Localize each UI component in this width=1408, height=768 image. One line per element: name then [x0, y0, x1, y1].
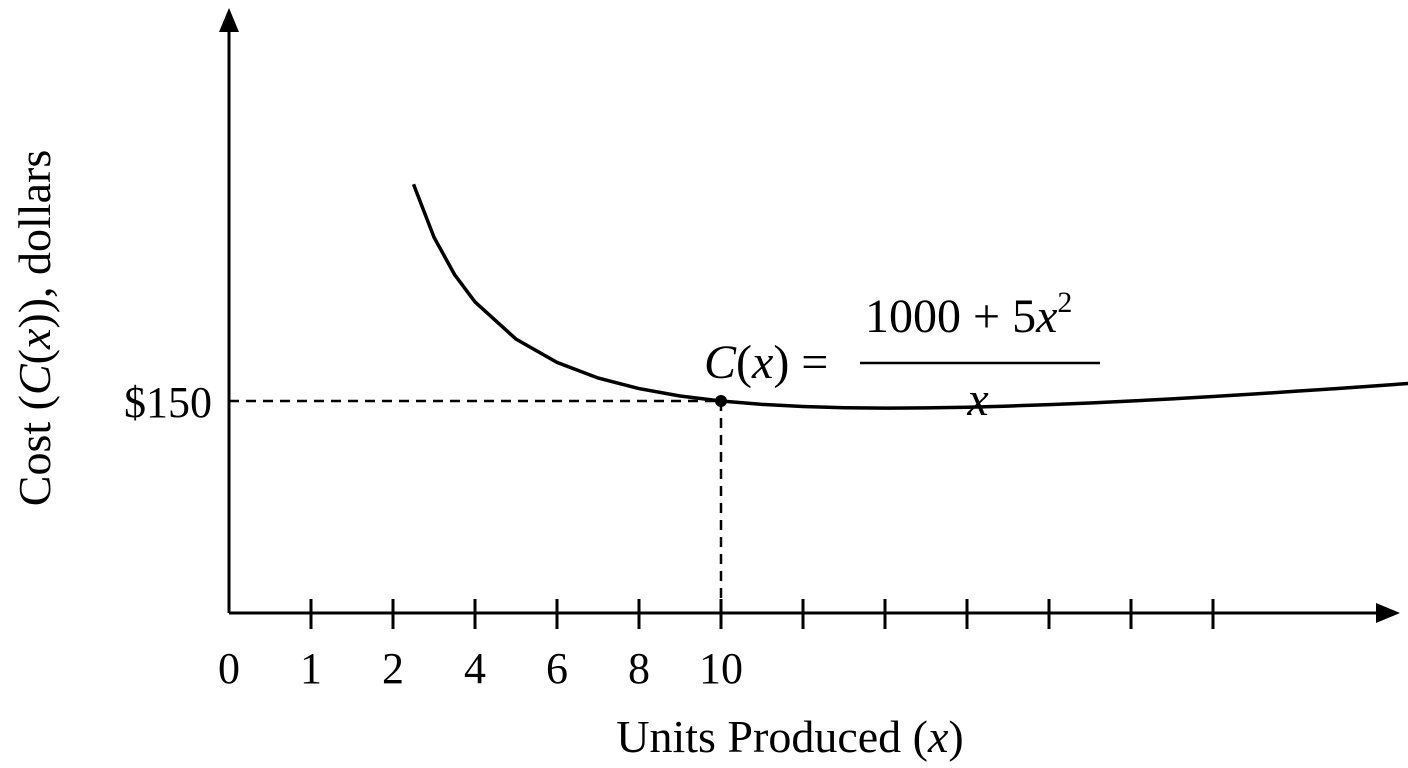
cost-curve — [411, 183, 1408, 410]
x-ticks — [309, 599, 1215, 629]
highlight-point — [715, 395, 727, 407]
x-tick-label: 6 — [546, 644, 568, 693]
y-marker-label: $150 — [124, 378, 212, 427]
x-tick-label: 1 — [300, 644, 322, 693]
y-axis-arrow — [219, 8, 239, 32]
y-axis-title: Cost (C(x)), dollars — [9, 150, 60, 506]
x-axis-arrow — [1376, 603, 1400, 623]
function-denominator: x — [966, 373, 988, 426]
x-tick-labels: 0 1 2 4 6 8 10 — [218, 644, 743, 693]
x-axis-title: Units Produced (x) — [616, 711, 964, 762]
x-tick-label: 10 — [699, 644, 743, 693]
function-numerator: 1000 + 5x2 — [865, 286, 1072, 343]
x-tick-label: 4 — [464, 644, 486, 693]
function-lhs: C(x) = — [704, 336, 828, 389]
x-tick-label: 0 — [218, 644, 240, 693]
x-tick-label: 2 — [382, 644, 404, 693]
x-tick-label: 8 — [628, 644, 650, 693]
function-label: C(x) = 1000 + 5x2 x — [704, 286, 1100, 426]
